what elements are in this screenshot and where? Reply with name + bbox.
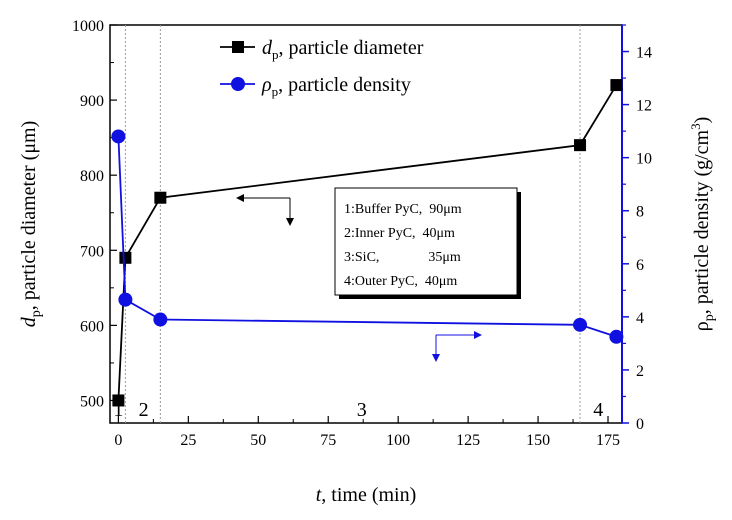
legend-marker-circle <box>231 77 245 91</box>
data-point-diameter <box>574 139 587 152</box>
y-left-tick-label: 700 <box>80 243 104 260</box>
region-label-3: 3 <box>357 399 367 421</box>
y-left-tick-label: 600 <box>80 318 104 335</box>
x-tick-label: 100 <box>386 432 410 449</box>
data-point-density <box>111 129 126 144</box>
y-right-axis-title: ρp, particle density (g/cm3) <box>688 117 717 332</box>
y-left-tick-label: 500 <box>80 393 104 410</box>
y-right-tick-label: 14 <box>636 45 652 62</box>
right-axis-arrow <box>432 331 482 362</box>
legend: dp, particle diameter ρp, particle densi… <box>220 37 424 99</box>
info-line-1: 1:Buffer PyC, 90μm <box>344 202 462 217</box>
x-tick-label: 0 <box>114 432 122 449</box>
x-tick-label: 50 <box>250 432 266 449</box>
x-tick-label: 150 <box>526 432 550 449</box>
data-point-density <box>118 292 133 307</box>
y-right-tick-label: 4 <box>636 310 644 327</box>
info-box-frame <box>334 187 518 296</box>
y-right-tick-label: 10 <box>636 151 652 168</box>
data-point-density <box>153 312 168 327</box>
y-right-tick-label: 12 <box>636 98 652 115</box>
y-left-tick-label: 1000 <box>72 18 104 35</box>
x-tick-label: 75 <box>320 432 336 449</box>
info-line-2: 2:Inner PyC, 40μm <box>344 226 455 241</box>
region-label-1: 1 <box>113 399 123 421</box>
x-tick-label: 175 <box>596 432 620 449</box>
y-left-axis-ticks: 500 600 700 800 900 1000 <box>72 18 117 410</box>
info-line-3: 3:SiC, 35μm <box>344 250 461 265</box>
legend-label-diameter: dp, particle diameter <box>262 37 424 62</box>
data-point-density <box>573 317 588 332</box>
x-axis-title: t, time (min) <box>316 484 417 506</box>
y-left-axis-title: dp, particle diameter (μm) <box>18 121 44 328</box>
y-left-tick-label: 900 <box>80 93 104 110</box>
region-label-4: 4 <box>593 399 603 421</box>
x-tick-label: 25 <box>180 432 196 449</box>
y-right-tick-label: 8 <box>636 204 644 221</box>
data-point-diameter <box>119 251 132 264</box>
y-left-tick-label: 800 <box>80 168 104 185</box>
info-line-4: 4:Outer PyC, 40μm <box>344 274 457 289</box>
y-right-tick-label: 0 <box>636 416 644 433</box>
region-label-2: 2 <box>139 399 149 421</box>
x-tick-label: 125 <box>456 432 480 449</box>
legend-marker-square <box>232 41 244 53</box>
series-layer <box>111 79 624 407</box>
data-point-diameter <box>112 394 125 407</box>
y-right-axis-ticks: 0 2 4 6 8 10 12 14 <box>622 24 652 433</box>
data-point-diameter <box>610 79 623 92</box>
left-axis-arrow <box>236 194 294 226</box>
data-point-diameter <box>154 191 167 204</box>
data-point-density <box>609 329 624 344</box>
legend-label-density: ρp, particle density <box>261 74 411 99</box>
x-axis-ticks: 0 25 50 75 100 125 150 175 <box>114 416 620 449</box>
y-right-tick-label: 6 <box>636 257 644 274</box>
y-right-tick-label: 2 <box>636 363 644 380</box>
info-box: 1:Buffer PyC, 90μm 2:Inner PyC, 40μm 3:S… <box>334 187 521 299</box>
